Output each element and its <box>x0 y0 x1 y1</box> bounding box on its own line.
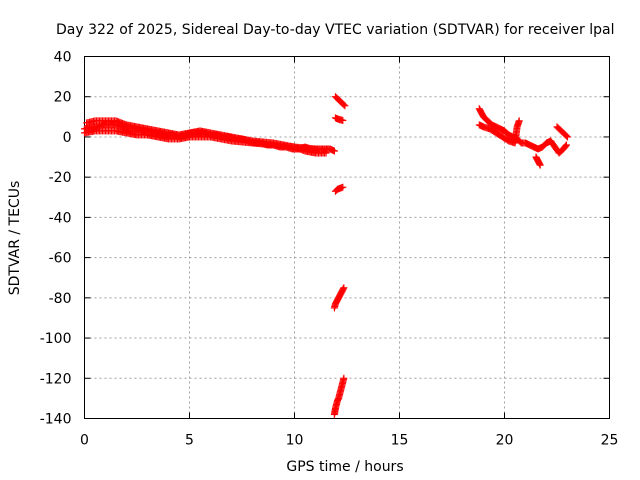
x-tick-label: 5 <box>185 433 194 449</box>
data-point <box>341 102 349 110</box>
data-point <box>340 284 348 292</box>
data-point <box>564 133 571 141</box>
y-tick-label: -40 <box>49 210 72 226</box>
data-point <box>339 183 347 191</box>
data-point <box>340 374 348 382</box>
y-axis-label: SDTVAR / TECUs <box>7 181 23 296</box>
y-tick-label: -60 <box>49 251 72 267</box>
data-point <box>562 141 570 149</box>
data-point <box>515 117 523 125</box>
x-tick-label: 20 <box>496 433 514 449</box>
data-point <box>228 137 255 147</box>
data-point <box>340 101 348 109</box>
data-point <box>484 117 495 128</box>
data-point <box>511 124 521 147</box>
data-point <box>498 133 511 144</box>
y-tick-label: -140 <box>40 412 72 428</box>
x-axis-label: GPS time / hours <box>286 459 403 475</box>
data-point <box>339 376 347 386</box>
ticks <box>84 56 610 419</box>
data-point <box>91 127 108 135</box>
data-point <box>551 143 562 156</box>
data-point <box>337 384 345 394</box>
y-tick-label: 0 <box>63 130 72 146</box>
x-tick-label: 10 <box>286 433 304 449</box>
data-point <box>338 380 346 390</box>
y-tick-labels: 40 20 0 -20 -40 -60 -80 -100 -120 -140 <box>40 50 72 428</box>
chart-title: Day 322 of 2025, Sidereal Day-to-day VTE… <box>56 22 614 38</box>
y-tick-label: -20 <box>49 170 72 186</box>
data-point <box>480 113 491 124</box>
y-tick-label: 40 <box>54 50 72 66</box>
data-point <box>330 147 338 155</box>
data-point <box>322 149 330 157</box>
y-tick-label: -100 <box>40 331 72 347</box>
x-tick-label: 0 <box>80 433 89 449</box>
data-points <box>81 93 571 418</box>
plot-border <box>84 56 610 419</box>
y-tick-label: -80 <box>49 291 72 307</box>
data-point <box>312 145 319 153</box>
x-tick-labels: 0 5 10 15 20 25 <box>80 433 618 449</box>
data-point <box>112 127 129 137</box>
y-tick-label: -120 <box>40 371 72 387</box>
data-point <box>112 117 129 128</box>
data-point <box>339 116 347 124</box>
data-point <box>154 127 171 137</box>
x-tick-label: 15 <box>391 433 409 449</box>
y-tick-label: 20 <box>54 90 72 106</box>
data-point <box>536 161 544 169</box>
x-tick-label: 25 <box>601 433 619 449</box>
grid <box>84 56 610 419</box>
data-point <box>154 133 171 143</box>
data-point <box>102 117 118 125</box>
data-point <box>336 388 344 398</box>
data-point <box>270 141 297 151</box>
